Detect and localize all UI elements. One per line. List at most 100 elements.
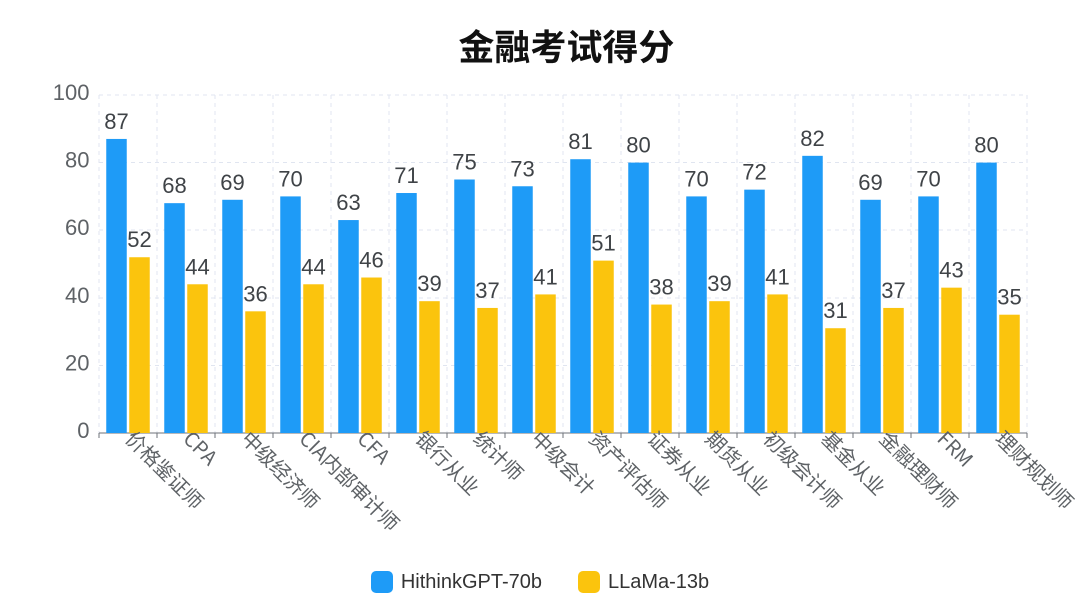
legend-swatch-llama-13b xyxy=(577,571,600,593)
x-axis-label xyxy=(533,432,595,494)
y-axis-label: 0 xyxy=(77,418,89,443)
value-label: 70 xyxy=(278,166,302,191)
bar-LLaMa-13b[interactable] xyxy=(883,307,904,433)
bar-HithinkGPT-70b[interactable] xyxy=(918,196,939,433)
y-axis-label: 100 xyxy=(53,80,90,105)
value-label: 36 xyxy=(243,281,267,306)
legend-item-llama-13b[interactable]: LLaMa-13b xyxy=(577,571,710,593)
value-label: 51 xyxy=(591,231,615,256)
value-label: 82 xyxy=(800,126,824,151)
value-label: 73 xyxy=(510,156,534,181)
value-label: 72 xyxy=(742,160,766,185)
value-label: 75 xyxy=(452,150,476,175)
legend-swatch-hithinkgpt-70b xyxy=(370,571,393,593)
y-axis-label: 80 xyxy=(65,148,89,173)
value-label: 37 xyxy=(881,278,905,303)
bar-LLaMa-13b[interactable] xyxy=(129,257,150,433)
legend-item-hithinkgpt-70b[interactable]: HithinkGPT-70b xyxy=(370,571,542,593)
value-label: 38 xyxy=(649,275,673,300)
x-axis-label xyxy=(763,430,844,508)
bar-LLaMa-13b[interactable] xyxy=(419,301,440,433)
value-label: 31 xyxy=(823,298,847,323)
y-axis-labels: 0 20 40 60 80 100 xyxy=(53,80,90,443)
x-axis-label xyxy=(415,430,478,497)
bar-HithinkGPT-70b[interactable] xyxy=(744,189,765,433)
bars xyxy=(106,138,1020,434)
x-axis-label xyxy=(821,430,884,497)
x-axis-label xyxy=(359,433,389,466)
value-label: 63 xyxy=(336,190,360,215)
x-axis-label xyxy=(878,433,960,508)
value-label: 70 xyxy=(684,166,708,191)
bar-LLaMa-13b[interactable] xyxy=(477,307,498,433)
bar-LLaMa-13b[interactable] xyxy=(361,277,382,433)
bar-LLaMa-13b[interactable] xyxy=(651,304,672,433)
x-axis-label xyxy=(937,431,974,467)
x-axis-label xyxy=(588,430,670,508)
bar-HithinkGPT-70b[interactable] xyxy=(454,179,475,434)
bar-LLaMa-13b[interactable] xyxy=(999,314,1020,433)
value-label: 37 xyxy=(475,278,499,303)
legend-label-llama-13b: LLaMa-13b xyxy=(607,571,710,593)
bar-HithinkGPT-70b[interactable] xyxy=(222,199,243,433)
y-axis-label: 20 xyxy=(65,350,89,375)
x-axis-label xyxy=(185,433,216,467)
value-label: 35 xyxy=(997,285,1021,310)
bar-HithinkGPT-70b[interactable] xyxy=(280,196,301,433)
x-axis-label xyxy=(243,432,322,508)
x-axis-labels xyxy=(125,429,1076,530)
bar-HithinkGPT-70b[interactable] xyxy=(338,220,359,433)
x-axis-label xyxy=(704,430,768,497)
x-axis-label xyxy=(125,431,206,508)
bar-LLaMa-13b[interactable] xyxy=(303,284,324,433)
value-label: 39 xyxy=(417,271,441,296)
value-labels: 87 68 69 70 63 71 75 73 81 80 70 72 82 69 70 80 52 44 36 44… xyxy=(104,109,1021,323)
bar-LLaMa-13b[interactable] xyxy=(825,328,846,433)
value-label: 41 xyxy=(765,264,789,289)
value-label: 70 xyxy=(916,166,940,191)
value-label: 80 xyxy=(626,133,650,158)
bar-LLaMa-13b[interactable] xyxy=(593,260,614,433)
bar-LLaMa-13b[interactable] xyxy=(535,294,556,433)
bar-HithinkGPT-70b[interactable] xyxy=(396,193,417,433)
x-axis-label xyxy=(995,429,1076,508)
value-label: 52 xyxy=(127,227,151,252)
bar-LLaMa-13b[interactable] xyxy=(709,301,730,433)
bar-LLaMa-13b[interactable] xyxy=(941,287,962,433)
gridlines xyxy=(98,94,1028,433)
bar-HithinkGPT-70b[interactable] xyxy=(976,162,997,433)
y-axis-label: 40 xyxy=(65,283,89,308)
value-label: 81 xyxy=(568,129,592,154)
x-axis-label xyxy=(301,433,401,530)
value-label: 69 xyxy=(858,170,882,195)
value-label: 87 xyxy=(104,109,128,134)
chart-title xyxy=(459,29,674,64)
bar-HithinkGPT-70b[interactable] xyxy=(512,186,533,433)
bar-LLaMa-13b[interactable] xyxy=(187,284,208,433)
bar-LLaMa-13b[interactable] xyxy=(767,294,788,433)
bar-HithinkGPT-70b[interactable] xyxy=(860,199,881,433)
legend-label-hithinkgpt-70b: HithinkGPT-70b xyxy=(400,571,542,593)
value-label: 80 xyxy=(974,133,998,158)
x-axis-label xyxy=(472,431,525,480)
value-label: 46 xyxy=(359,248,383,273)
value-label: 69 xyxy=(220,170,244,195)
value-label: 44 xyxy=(301,254,325,279)
value-label: 71 xyxy=(394,163,418,188)
value-label: 39 xyxy=(707,271,731,296)
value-label: 41 xyxy=(533,264,557,289)
value-label: 44 xyxy=(185,254,209,279)
bar-HithinkGPT-70b[interactable] xyxy=(686,196,707,433)
value-label: 43 xyxy=(939,258,963,283)
bar-HithinkGPT-70b[interactable] xyxy=(802,155,823,433)
bar-HithinkGPT-70b[interactable] xyxy=(570,159,591,433)
bar-HithinkGPT-70b[interactable] xyxy=(164,203,185,433)
bar-HithinkGPT-70b[interactable] xyxy=(106,138,127,433)
legend: HithinkGPT-70b LLaMa-13b xyxy=(0,571,1080,593)
bar-LLaMa-13b[interactable] xyxy=(245,311,266,433)
y-axis-label: 60 xyxy=(65,215,89,240)
value-label: 68 xyxy=(162,173,186,198)
bar-HithinkGPT-70b[interactable] xyxy=(628,162,649,433)
